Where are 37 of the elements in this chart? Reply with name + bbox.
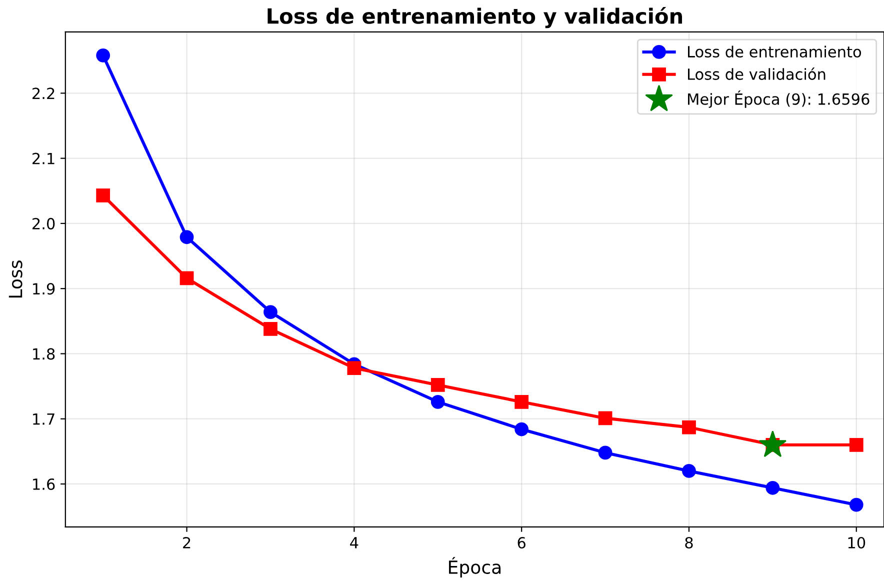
point [430,378,445,392]
y-axis-title: Loss [8,260,22,298]
y-tick-label: 1.8 [33,348,55,360]
y-tick-label: 1.7 [33,414,54,425]
legend-label: Mejor Época (9): 1.6596 [688,90,870,108]
point [849,438,864,452]
y-tick-label: 2.1 [32,152,54,164]
point [264,305,278,319]
y-tick-label: 1.6 [33,478,55,490]
point [514,422,529,436]
y-tick-label: 1.9 [33,283,55,295]
point [96,48,110,62]
x-axis-title: Época [449,557,501,578]
legend-label: Loss de validación [688,68,826,80]
point [180,230,194,244]
point [598,411,612,426]
legend-label: Loss de entrenamiento [688,46,862,58]
point [849,498,864,512]
point [96,188,110,202]
x-tick-label: 8 [685,536,693,549]
point [347,361,362,375]
x-tick-label: 6 [518,536,526,549]
point [682,464,696,478]
point [514,394,529,409]
point [264,322,278,336]
point [682,420,696,434]
chart-title: Loss de entrenamiento y validación [268,6,682,28]
y-tick-label: 2.2 [32,88,54,99]
point [766,480,780,495]
point [598,446,612,460]
x-tick-label: 2 [183,536,190,548]
point [430,394,445,409]
x-tick-label: 4 [350,537,358,548]
y-tick-label: 2.0 [32,218,55,230]
x-tick-label: 10 [848,536,866,549]
point [180,271,194,286]
point [758,430,787,458]
